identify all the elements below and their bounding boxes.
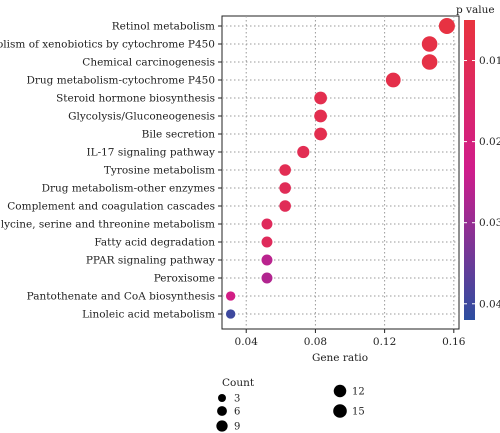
- x-tick-label: 0.12: [373, 336, 396, 348]
- data-point: [314, 91, 327, 105]
- color-tick-label: 0.02: [479, 136, 500, 148]
- x-axis-title: Gene ratio: [312, 352, 368, 364]
- color-legend-bar: [464, 20, 475, 320]
- size-legend-dot: [216, 420, 228, 432]
- size-legend-dot: [333, 384, 347, 398]
- pathway-label: Peroxisome: [154, 273, 215, 285]
- pathway-label: Metabolism of xenobiotics by cytochrome …: [0, 39, 215, 51]
- data-point: [314, 127, 327, 141]
- data-point: [314, 109, 327, 123]
- pathway-label: IL-17 signaling pathway: [86, 147, 215, 159]
- pathway-label: Steroid hormone biosynthesis: [56, 93, 215, 105]
- data-points: [225, 17, 455, 319]
- x-tick-label: 0.08: [304, 336, 327, 348]
- color-tick-label: 0.01: [479, 55, 500, 67]
- grid-lines: [222, 16, 459, 329]
- color-legend-title: p value: [456, 4, 495, 16]
- pathway-label: Pantothenate and CoA biosynthesis: [27, 291, 215, 303]
- data-point: [261, 218, 273, 230]
- size-legend-label: 9: [234, 422, 240, 433]
- data-point: [225, 309, 236, 319]
- size-legend-label: 12: [352, 387, 365, 398]
- size-legend-label: 15: [352, 407, 365, 418]
- data-point: [438, 17, 455, 35]
- data-point: [225, 291, 236, 301]
- data-point: [297, 145, 310, 159]
- pathway-label: Complement and coagulation cascades: [7, 201, 215, 213]
- size-legend-title: Count: [222, 377, 255, 389]
- plot-panel: [221, 15, 460, 330]
- pathway-label: Drug metabolism-other enzymes: [42, 183, 215, 195]
- size-legend-label: 6: [234, 407, 240, 418]
- x-axis-ticks: 0.04 0.08 0.12 0.16: [235, 329, 466, 348]
- color-legend-ticks: 0.01 0.02 0.03 0.04: [464, 55, 500, 310]
- pathway-label: Glycolysis/Gluconeogenesis: [68, 111, 215, 123]
- pathway-label: Tyrosine metabolism: [104, 165, 215, 177]
- pathway-label: Fatty acid degradation: [94, 237, 215, 249]
- pathway-label: Drug metabolism-cytochrome P450: [26, 75, 215, 87]
- data-point: [279, 200, 291, 212]
- x-tick-label: 0.16: [442, 336, 466, 348]
- data-point: [421, 54, 438, 70]
- color-tick-label: 0.04: [479, 298, 500, 310]
- pathway-label: PPAR signaling pathway: [86, 255, 215, 267]
- size-legend-dot: [333, 404, 347, 418]
- data-point: [385, 72, 401, 88]
- color-tick-label: 0.03: [479, 217, 500, 229]
- pathway-label: Linoleic acid metabolism: [82, 309, 215, 321]
- size-legend-label: 3: [234, 394, 240, 405]
- x-tick-label: 0.04: [235, 336, 259, 348]
- pathway-label: Bile secretion: [142, 129, 216, 141]
- size-legend: 3 6 9 12 15: [216, 384, 365, 433]
- data-point: [261, 254, 273, 266]
- data-point: [421, 36, 438, 52]
- data-point: [261, 236, 273, 248]
- pathway-label: Retinol metabolism: [112, 21, 215, 33]
- size-legend-dot: [218, 394, 226, 402]
- data-point: [261, 272, 273, 284]
- pathway-label: Glycine, serine and threonine metabolism: [0, 219, 215, 231]
- pathway-label: Chemical carcinogenesis: [82, 57, 215, 69]
- pathway-labels: Retinol metabolism Metabolism of xenobiot…: [0, 21, 222, 321]
- data-point: [279, 164, 291, 176]
- data-point: [279, 182, 291, 194]
- size-legend-dot: [217, 406, 227, 416]
